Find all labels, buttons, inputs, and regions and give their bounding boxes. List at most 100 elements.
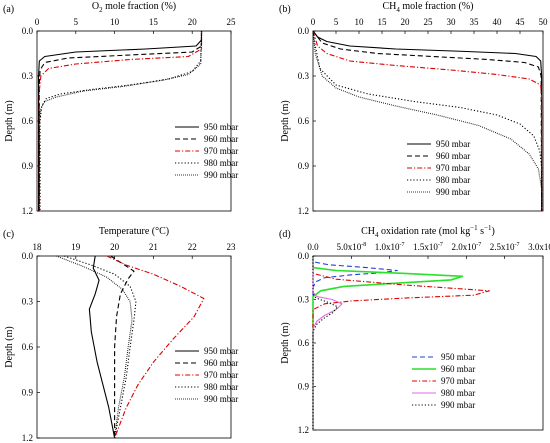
- chart-panel-d: (d) CH4 oxidation rate (mol kg−1 s−1) Dept…: [279, 224, 550, 435]
- panel-label: (b): [279, 4, 291, 15]
- x-axis-title: CH4 oxidation rate (mol kg−1 s−1): [361, 224, 495, 239]
- series-line-990-mbar: [312, 256, 339, 430]
- panel-label: (d): [279, 229, 291, 240]
- legend-label: 950 mbar: [436, 139, 470, 149]
- x-axis-title: CH4 mole fraction (%): [383, 1, 474, 14]
- x-tick-label: 45: [516, 17, 526, 27]
- legend-label: 960 mbar: [441, 364, 475, 374]
- x-tick-label: 0.0: [307, 242, 319, 252]
- y-tick-label: 0.3: [298, 295, 310, 305]
- x-tick-label: 1.0x10-7: [375, 242, 405, 252]
- x-tick-label: 3.0x10-7: [528, 242, 550, 252]
- series-line-990-mbar: [56, 255, 133, 439]
- y-tick-label: 0.0: [298, 251, 310, 261]
- y-tick-label: 0.6: [298, 338, 310, 348]
- x-tick-label: 15: [378, 17, 388, 27]
- series-line-970-mbar: [312, 256, 490, 430]
- y-tick-label: 0.3: [22, 71, 34, 81]
- plot-frame: [312, 255, 544, 431]
- y-axis-title: Depth (m): [4, 326, 15, 367]
- legend-label: 990 mbar: [441, 400, 475, 410]
- x-tick-label: 50: [539, 17, 549, 27]
- series-line-960-mbar: [38, 31, 203, 211]
- series-line-980-mbar: [63, 255, 137, 439]
- legend-label: 970 mbar: [436, 163, 470, 173]
- series-line-980-mbar: [39, 30, 203, 211]
- legend-label: 970 mbar: [204, 146, 238, 156]
- x-tick-label: 21: [149, 242, 158, 252]
- legend-label: 960 mbar: [204, 134, 238, 144]
- series-line-970-mbar: [312, 30, 543, 211]
- series-line-980-mbar: [312, 256, 343, 430]
- series-line-980-mbar: [312, 30, 543, 211]
- x-tick-label: 20: [110, 242, 120, 252]
- x-tick-label: 20: [401, 17, 411, 27]
- series-line-960-mbar: [312, 30, 543, 212]
- y-tick-label: 0.9: [22, 388, 34, 398]
- y-tick-label: 1.2: [22, 206, 33, 216]
- legend-label: 990 mbar: [204, 170, 238, 180]
- series-line-950-mbar: [312, 256, 398, 430]
- y-tick-label: 1.2: [22, 433, 33, 443]
- legend-label: 970 mbar: [441, 376, 475, 386]
- panel-label: (a): [3, 4, 14, 15]
- series-line-950-mbar: [38, 31, 203, 211]
- x-tick-label: 5: [334, 17, 339, 27]
- x-tick-label: 40: [493, 17, 503, 27]
- y-tick-label: 0.9: [298, 161, 310, 171]
- legend-label: 950 mbar: [204, 122, 238, 132]
- y-axis-title: Depth (m): [280, 100, 291, 141]
- panel-label: (c): [3, 229, 14, 240]
- x-tick-label: 19: [71, 242, 81, 252]
- y-tick-label: 0.9: [298, 382, 310, 392]
- series-line-950-mbar: [312, 30, 543, 211]
- x-tick-label: 22: [188, 242, 197, 252]
- legend-label: 960 mbar: [436, 151, 470, 161]
- x-tick-label: 18: [33, 242, 43, 252]
- legend-label: 980 mbar: [441, 388, 475, 398]
- series-line-990-mbar: [38, 30, 203, 211]
- x-tick-label: 25: [424, 17, 434, 27]
- x-tick-label: 20: [188, 17, 198, 27]
- series-line-960-mbar: [110, 255, 135, 438]
- y-tick-label: 0.3: [298, 71, 310, 81]
- x-tick-label: 1.5x10-7: [413, 242, 443, 252]
- y-tick-label: 0.6: [22, 116, 34, 126]
- legend-label: 980 mbar: [436, 175, 470, 185]
- legend-label: 960 mbar: [204, 358, 238, 368]
- y-tick-label: 0.6: [298, 116, 310, 126]
- x-tick-label: 0: [311, 17, 316, 27]
- legend-label: 950 mbar: [204, 346, 238, 356]
- y-axis-title: Depth (m): [4, 100, 15, 141]
- legend-label: 980 mbar: [204, 158, 238, 168]
- legend-label: 980 mbar: [204, 382, 238, 392]
- legend-label: 950 mbar: [441, 352, 475, 362]
- y-tick-label: 1.2: [298, 425, 309, 435]
- x-tick-label: 15: [149, 17, 159, 27]
- series-line-960-mbar: [312, 256, 464, 430]
- x-axis-title: O2 mole fraction (%): [92, 1, 176, 14]
- chart-panel-c: (c) Temperature (°C) Depth (m) 18 19 20 21 22 23…: [3, 226, 238, 443]
- y-tick-label: 0.3: [22, 297, 34, 307]
- legend-label: 990 mbar: [436, 187, 470, 197]
- y-axis-title: Depth (m): [280, 322, 291, 363]
- x-tick-label: 35: [470, 17, 480, 27]
- x-tick-label: 25: [227, 17, 237, 27]
- chart-panel-b: (b) CH4 mole fraction (%) Depth (m) 0 5 10 15 2…: [279, 1, 548, 216]
- series-line-970-mbar: [106, 255, 205, 439]
- plot-frame: [312, 30, 544, 212]
- y-tick-label: 1.2: [298, 206, 309, 216]
- legend-label: 990 mbar: [204, 394, 238, 404]
- y-tick-label: 0.0: [298, 26, 310, 36]
- x-tick-label: 10: [355, 17, 365, 27]
- series-line-970-mbar: [38, 31, 203, 211]
- y-tick-label: 0.0: [22, 251, 34, 261]
- x-axis-title: Temperature (°C): [99, 226, 169, 237]
- y-tick-label: 0.6: [22, 342, 34, 352]
- x-tick-label: 0: [35, 17, 40, 27]
- x-tick-label: 23: [227, 242, 237, 252]
- plot-frame: [36, 255, 232, 439]
- y-tick-label: 0.0: [22, 26, 34, 36]
- x-tick-label: 10: [110, 17, 120, 27]
